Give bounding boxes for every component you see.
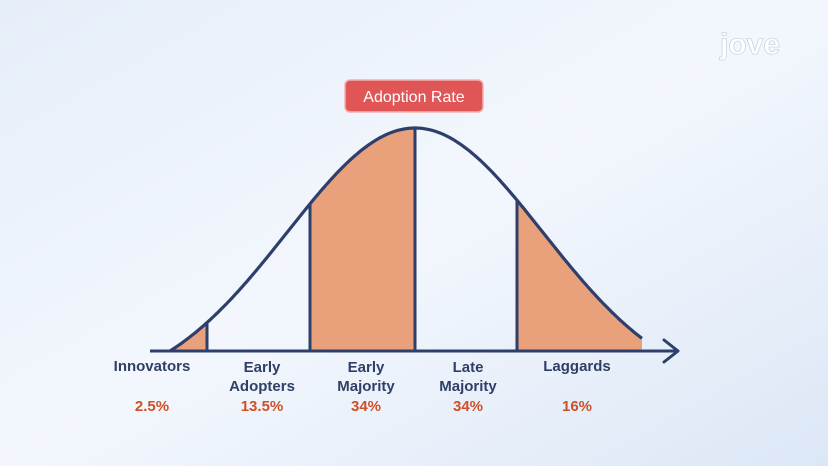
bell-curve: [169, 126, 643, 353]
badge-text: Adoption Rate: [363, 89, 465, 106]
axis-arrow: [662, 338, 680, 364]
segment-share: 2.5%: [135, 398, 169, 415]
segment-share: 34%: [453, 398, 483, 415]
segment-share: 34%: [351, 398, 381, 415]
segment-label: Innovators: [114, 358, 191, 375]
segment-share: 16%: [562, 398, 592, 415]
logo: jove: [719, 28, 780, 61]
segment-label: Laggards: [543, 358, 611, 375]
segment-share: 13.5%: [241, 398, 284, 415]
badge: [344, 79, 484, 113]
labels: Innovators 2.5% Early Adopters 13.5% Early Maj…: [114, 358, 611, 415]
segment-label: Early Majority: [337, 359, 395, 395]
curve-line: [169, 126, 643, 353]
segment-label: Late Majority: [439, 359, 497, 395]
segment-fill: [310, 128, 415, 351]
segment-fill: [170, 322, 207, 351]
segment-label: Early Adopters: [229, 359, 295, 395]
